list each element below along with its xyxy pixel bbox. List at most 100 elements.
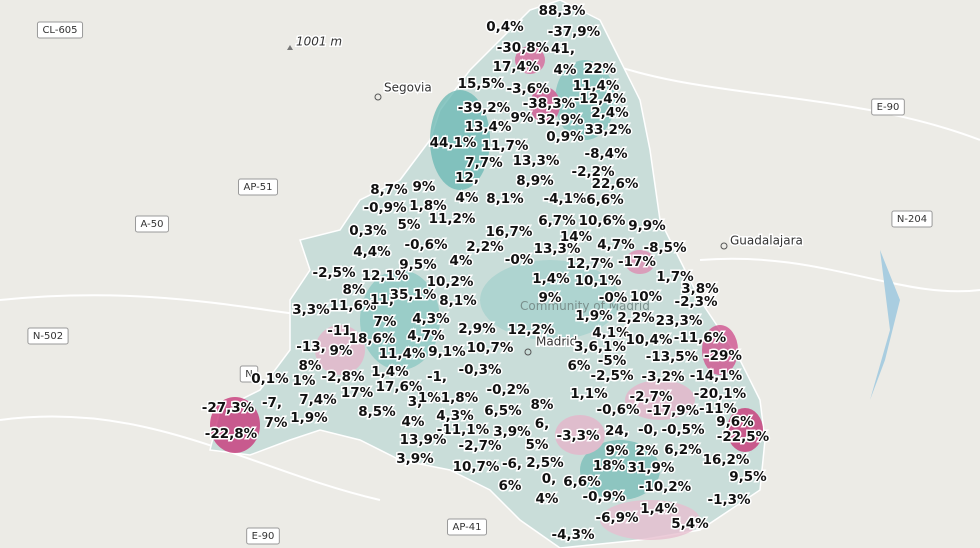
- value-label: 9%: [413, 179, 436, 195]
- value-label: 3,: [408, 394, 423, 410]
- value-label: 4%: [402, 414, 425, 430]
- value-label: 17,6%: [376, 379, 423, 395]
- value-label: -11,1%: [437, 422, 490, 438]
- value-label: -2,5%: [590, 368, 634, 384]
- value-label: -8,5%: [643, 240, 687, 256]
- value-label: -4,1%: [543, 191, 587, 207]
- value-label: 3,3%: [292, 302, 330, 318]
- value-label: 0,: [542, 471, 557, 487]
- road-label: N: [245, 369, 252, 380]
- value-label: -0,: [638, 422, 658, 438]
- value-label: 9%: [606, 443, 629, 459]
- value-label: 5%: [398, 217, 421, 233]
- road-box: [239, 365, 259, 383]
- value-label: 10%: [630, 289, 663, 305]
- road-shield: N: [239, 365, 259, 383]
- value-label: 9,9%: [628, 218, 666, 234]
- value-label: 9,1%: [428, 344, 466, 360]
- road-box: [447, 518, 487, 536]
- value-label: 11,2%: [429, 211, 476, 227]
- value-label: -13,5%: [646, 349, 699, 365]
- value-label: 31,9%: [628, 460, 675, 476]
- city-dot: [374, 93, 382, 101]
- value-label: 4%: [450, 253, 473, 269]
- value-label: 41,: [551, 41, 575, 57]
- value-label: -2,2%: [571, 164, 615, 180]
- value-label: -8,4%: [584, 146, 628, 162]
- value-label: 10,7%: [453, 459, 500, 475]
- value-label: 10,7%: [467, 340, 514, 356]
- peak-icon: [287, 45, 293, 50]
- roads: [0, 59, 980, 501]
- value-label: 6,5%: [484, 403, 522, 419]
- road-label: A-50: [141, 219, 164, 230]
- value-label: 3,9%: [493, 424, 531, 440]
- value-label: 2,2%: [466, 239, 504, 255]
- value-label: -3,3%: [556, 428, 600, 444]
- value-label: -10,2%: [639, 479, 692, 495]
- value-label: 7%: [374, 314, 397, 330]
- value-label: 88,3%: [539, 3, 586, 19]
- value-label: -17,9%: [647, 403, 700, 419]
- value-label: 10,2%: [427, 274, 474, 290]
- value-label: 33,2%: [585, 122, 632, 138]
- road-shield: E-90: [246, 527, 280, 545]
- road-box: [246, 527, 280, 545]
- value-label: 12,7%: [567, 256, 614, 272]
- value-label: 10,1%: [575, 273, 622, 289]
- value-label: 8,5%: [358, 404, 396, 420]
- value-label: -2,5%: [312, 265, 356, 281]
- city-dot: [720, 242, 728, 250]
- value-label: 17,4%: [493, 59, 540, 75]
- value-label: 3,8%: [681, 281, 719, 297]
- value-label: 11,7%: [482, 138, 529, 154]
- value-label: -29%: [704, 348, 742, 364]
- value-label: -17%: [618, 254, 656, 270]
- value-label: -11,: [327, 323, 357, 339]
- value-label: 1%: [293, 373, 316, 389]
- value-label: 11,: [370, 292, 394, 308]
- value-label: 32,9%: [537, 112, 584, 128]
- value-label: -0,6%: [404, 237, 448, 253]
- value-label: 7,4%: [299, 392, 337, 408]
- value-label: 11,4%: [379, 346, 426, 362]
- value-label: 6,6%: [586, 192, 624, 208]
- value-label: 1%1,8%: [418, 390, 479, 406]
- value-label: 6%: [499, 478, 522, 494]
- value-label: 1,4%: [532, 271, 570, 287]
- road-box: [891, 210, 933, 228]
- value-label: 14%: [560, 229, 593, 245]
- value-label: 6,: [535, 416, 550, 432]
- value-label: -0,3%: [458, 362, 502, 378]
- value-label: 7%: [265, 415, 288, 431]
- value-label: 4,7%: [597, 237, 635, 253]
- value-label: 6%: [568, 358, 591, 374]
- value-label: 8%: [343, 282, 366, 298]
- value-label: 3,9%: [396, 451, 434, 467]
- value-label: -14,1%: [690, 368, 743, 384]
- road-label: AP-51: [244, 182, 273, 193]
- road-label: E-90: [252, 531, 275, 542]
- value-label: -2,3%: [674, 294, 718, 310]
- value-label: 4,4%: [353, 244, 391, 260]
- road-shield: AP-41: [447, 518, 487, 536]
- value-label: 4,3%: [412, 311, 450, 327]
- value-label: 13,3%: [513, 153, 560, 169]
- road-box: [238, 178, 278, 196]
- value-label: 22%: [584, 61, 617, 77]
- value-label: 9,5%: [399, 257, 437, 273]
- value-label: 2,2%: [617, 310, 655, 326]
- value-label: -7,: [262, 395, 282, 411]
- value-label: -2,7%: [458, 438, 502, 454]
- road-label: N-502: [33, 331, 63, 342]
- value-label: 4%: [554, 62, 577, 78]
- value-label: -27,3%: [202, 400, 255, 416]
- road-shield: AP-51: [238, 178, 278, 196]
- value-label: -22,5%: [717, 429, 770, 445]
- value-label: 4,3%: [436, 408, 474, 424]
- value-label: 4%: [456, 190, 479, 206]
- value-label: 0,4%: [486, 19, 524, 35]
- value-label: 35,1%: [390, 287, 437, 303]
- value-label: 8,1%: [486, 191, 524, 207]
